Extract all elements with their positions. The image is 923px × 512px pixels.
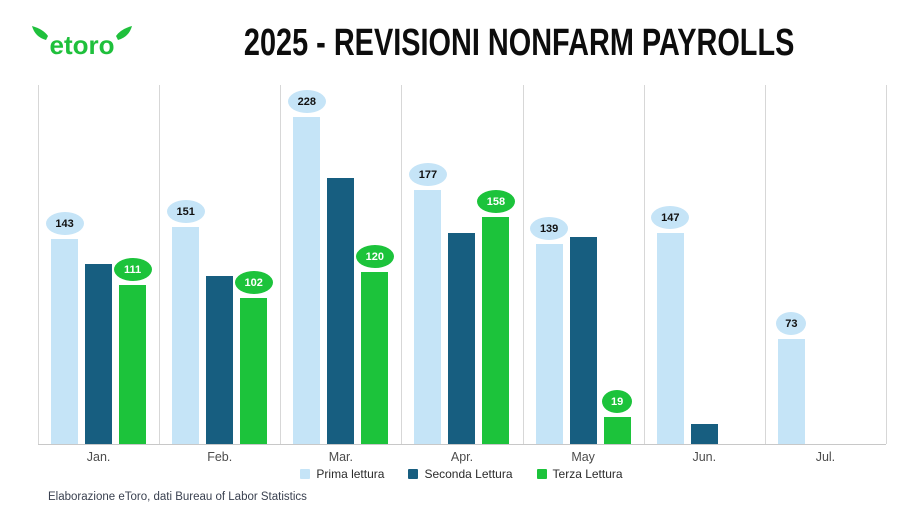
bar	[327, 178, 355, 444]
value-bubble: 73	[776, 312, 807, 335]
bar: 111	[113, 258, 152, 444]
month-label: Jun.	[692, 450, 717, 464]
bar-group-jun: 147	[644, 85, 765, 444]
bar: 177	[408, 163, 447, 444]
month-label: Jul.	[815, 450, 836, 464]
bar: 151	[166, 200, 205, 444]
bar-group-mar: 228 120	[280, 85, 401, 444]
value-bubble: 158	[476, 190, 515, 213]
bar: 158	[476, 190, 515, 444]
legend-label: Prima lettura	[316, 467, 385, 481]
bar: 139	[530, 217, 569, 444]
legend-swatch-icon	[408, 469, 419, 479]
bar-group-may: 139 19	[523, 85, 644, 444]
x-axis-labels: Jan. Feb. Mar. Apr. May Jun. Jul.	[38, 450, 886, 464]
legend-label: Terza Lettura	[552, 467, 623, 481]
bar: 19	[602, 390, 633, 444]
plot-area: 143 111 151 102 228 120 177 158 139 19 147 73	[38, 85, 887, 445]
legend-item: Prima lettura	[300, 467, 384, 481]
bar-group-apr: 177 158	[401, 85, 522, 444]
value-bubble: 151	[166, 200, 205, 223]
value-bubble: 139	[530, 217, 569, 240]
value-bubble: 177	[408, 163, 447, 186]
bar-groups: 143 111 151 102 228 120 177 158 139 19 147 73	[38, 85, 886, 444]
bar: 120	[355, 245, 394, 444]
bar: 228	[287, 90, 326, 444]
gridline	[401, 85, 403, 444]
bar	[690, 424, 718, 444]
bar: 73	[776, 312, 807, 444]
page-title: 2025 - REVISIONI NONFARM PAYROLLS	[243, 22, 795, 64]
bar	[448, 233, 476, 444]
month-label: May	[571, 450, 595, 464]
gridline	[522, 85, 524, 444]
bar	[206, 276, 234, 444]
legend-swatch-icon	[300, 469, 311, 479]
value-bubble: 147	[651, 206, 690, 229]
chart-legend: Prima lettura Seconda Lettura Terza Lettur…	[0, 467, 923, 481]
bar-group-feb: 151 102	[159, 85, 280, 444]
value-bubble: 102	[234, 271, 273, 294]
gridline	[764, 85, 766, 444]
bar-group-jan: 143 111	[38, 85, 159, 444]
legend-label: Seconda Lettura	[424, 467, 513, 481]
legend-swatch-icon	[536, 469, 547, 479]
value-bubble: 120	[355, 245, 394, 268]
gridline	[886, 85, 887, 444]
bar: 143	[45, 212, 84, 444]
gridline	[280, 85, 282, 444]
month-label: Mar.	[328, 450, 353, 464]
bar: 147	[651, 206, 690, 444]
etoro-logo: etoro	[30, 24, 134, 62]
bar	[85, 264, 113, 444]
bull-horn-right-icon	[116, 26, 132, 40]
etoro-logo-svg: etoro	[32, 26, 132, 60]
bar-group-jul: 73	[765, 85, 886, 444]
legend-item: Terza Lettura	[536, 467, 623, 481]
bull-horn-left-icon	[32, 26, 48, 40]
value-bubble: 228	[287, 90, 326, 113]
value-bubble: 143	[45, 212, 84, 235]
gridline	[643, 85, 645, 444]
legend-item: Seconda Lettura	[408, 467, 513, 481]
gridline	[159, 85, 161, 444]
value-bubble: 19	[602, 390, 633, 413]
month-label: Feb.	[207, 450, 233, 464]
logo-text: etoro	[50, 30, 115, 60]
gridline	[38, 85, 39, 444]
month-label: Jan.	[86, 450, 111, 464]
bar	[569, 237, 597, 444]
bar: 102	[234, 271, 273, 444]
source-note: Elaborazione eToro, dati Bureau of Labor…	[48, 491, 307, 503]
value-bubble: 111	[113, 258, 152, 281]
month-label: Apr.	[450, 450, 474, 464]
